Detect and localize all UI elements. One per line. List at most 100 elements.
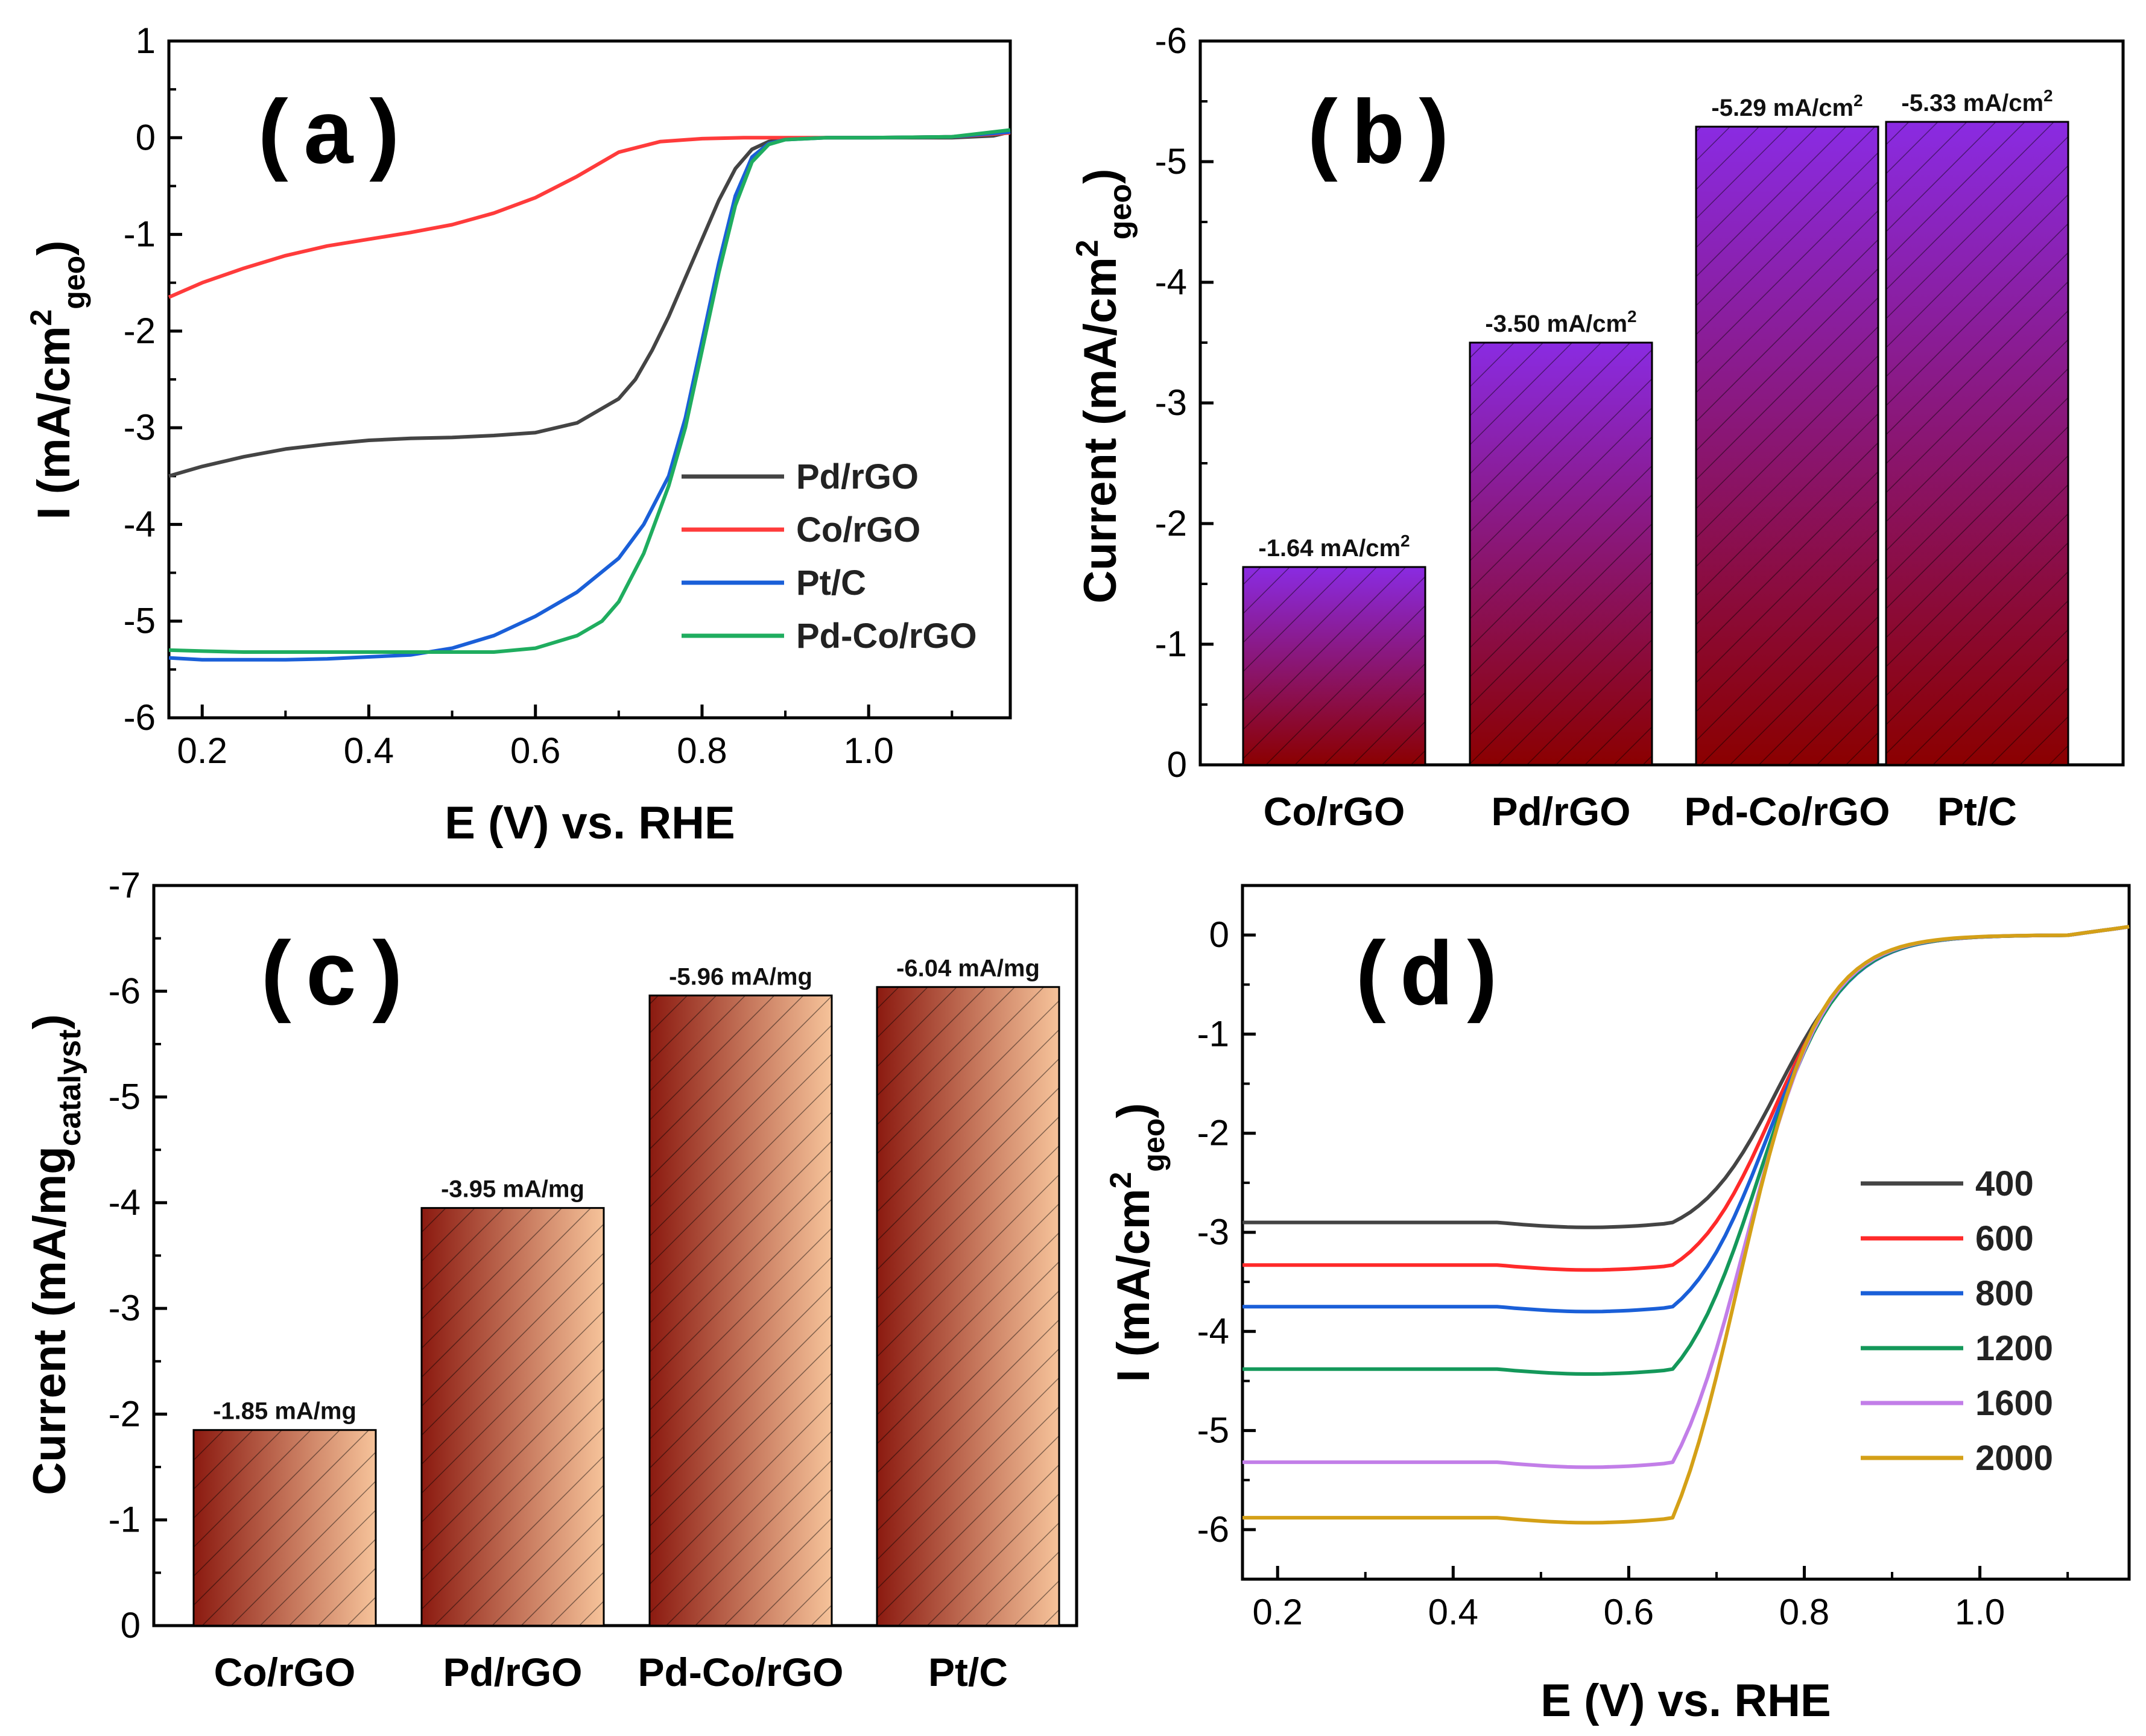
data-label-Co/rGO: -1.85 mA/mg [213, 1398, 356, 1425]
y-tick-label: 1 [136, 21, 156, 61]
svg-text:Current (mA/cm2geo): Current (mA/cm2geo) [1070, 169, 1138, 604]
panel-c-letter: (c) [250, 930, 413, 1032]
panel-b-ylabel: Current (mA/cm2geo) [1070, 169, 1138, 604]
legend-label-400: 400 [1975, 1164, 2034, 1203]
panel-b-bars: Co/rGO -1.64 mA/cm2 Pd/rGO -3.50 mA/cm2 Pd-C… [1242, 86, 2069, 834]
legend-label-1600: 1600 [1975, 1384, 2053, 1423]
panel-a-ylabel-sub: geo [57, 256, 91, 309]
y-tick-label: -6 [109, 971, 141, 1011]
bar-hatch-Co/rGO [1243, 567, 1425, 765]
category-label-Pd/rGO: Pd/rGO [443, 1650, 582, 1694]
x-tick-label: 0.4 [1428, 1592, 1478, 1632]
category-label-Pd-Co/rGO: Pd-Co/rGO [638, 1650, 844, 1694]
data-label-sup: 2 [2043, 86, 2053, 105]
panel-d-letter: (d) [1345, 930, 1508, 1032]
legend-label-Pd-Co/rGO: Pd-Co/rGO [796, 616, 977, 656]
panel-c-ylabel: Current (mA/mgcatalyst) [24, 1014, 87, 1495]
panel-a-ylabel-close: ) [28, 241, 80, 256]
y-tick-label: -6 [1155, 21, 1187, 61]
y-tick-label: -3 [124, 407, 156, 448]
panel-b-letter: (b) [1297, 88, 1460, 191]
y-tick-label: -5 [1197, 1410, 1229, 1451]
x-tick-label: 0.8 [1779, 1592, 1829, 1632]
series-line-Co/rGO [168, 131, 1011, 299]
x-tick-label: 0.6 [1604, 1592, 1654, 1632]
series-line-2000 [1242, 925, 2130, 1525]
y-tick-label: -1 [109, 1500, 141, 1540]
y-tick-label: -5 [124, 601, 156, 641]
y-tick-label: -6 [1197, 1509, 1229, 1550]
bar-hatch-Pt/C [1886, 122, 2068, 765]
bar-hatch-Co/rGO [194, 1430, 376, 1626]
panel-c-ylabel-close: ) [24, 1014, 75, 1029]
panel-d-ylabel-sup: 2 [1104, 1172, 1138, 1189]
category-label-Co/rGO: Co/rGO [214, 1650, 356, 1694]
data-label-sup: 2 [1627, 307, 1637, 326]
data-label-Pt/C: -5.33 mA/cm2 [1901, 86, 2053, 116]
svg-text:Current (mA/mgcatalyst): Current (mA/mgcatalyst) [24, 1014, 87, 1495]
data-label-Co/rGO: -1.64 mA/cm2 [1258, 531, 1410, 562]
y-tick-label: 0 [121, 1605, 141, 1646]
panel-b-ylabel-close: ) [1075, 169, 1126, 184]
category-label-Pt/C: Pt/C [1937, 789, 2017, 834]
svg-text:I (mA/cm2geo): I (mA/cm2geo) [1104, 1103, 1171, 1383]
category-label-Pd-Co/rGO: Pd-Co/rGO [1685, 789, 1890, 834]
panel-a-ticks: 0.2 0.4 0.6 0.8 1.0 1 0 -1 -2 -3 -4 -5 -6 [124, 21, 954, 771]
bar-hatch-Pd-Co/rGO [650, 995, 832, 1626]
y-tick-label: -2 [1197, 1113, 1229, 1153]
series-line-Pd-Co/rGO [168, 128, 1011, 654]
y-tick-label: -4 [1155, 262, 1187, 302]
panel-a-lines [168, 128, 1011, 662]
bar-hatch-Pd/rGO [1470, 343, 1652, 765]
panel-c: 0 -1 -2 -3 -4 -5 -6 -7 Co/rGO -1.85 mA/mg Pd/rGO -… [24, 865, 1078, 1694]
data-label-Pd-Co/rGO: -5.29 mA/cm2 [1711, 91, 1863, 121]
panel-b-ylabel-sub: geo [1103, 184, 1138, 239]
y-tick-label: -2 [124, 311, 156, 351]
panel-c-ylabel-main: Current (mA/mg [24, 1146, 75, 1495]
y-tick-label: -3 [1155, 382, 1187, 423]
svg-text:I (mA/cm2geo): I (mA/cm2geo) [24, 241, 91, 520]
data-label-Pd/rGO: -3.50 mA/cm2 [1485, 307, 1636, 337]
y-tick-label: -6 [124, 697, 156, 738]
series-line-Pt/C [168, 130, 1011, 662]
category-label-Pt/C: Pt/C [928, 1650, 1008, 1694]
category-label-Pd/rGO: Pd/rGO [1491, 789, 1630, 834]
x-tick-label: 0.2 [177, 730, 227, 771]
y-tick-label: -2 [109, 1393, 141, 1434]
y-tick-label: -5 [1155, 141, 1187, 182]
bar-hatch-Pt/C [877, 987, 1059, 1626]
category-label-Co/rGO: Co/rGO [1264, 789, 1405, 834]
y-tick-label: -1 [1197, 1013, 1229, 1054]
panel-b-ticks: 0 -1 -2 -3 -4 -5 -6 [1155, 21, 1979, 785]
legend-label-1200: 1200 [1975, 1329, 2053, 1368]
y-tick-label: -2 [1155, 503, 1187, 543]
y-tick-label: -1 [1155, 624, 1187, 664]
bar-hatch-Pd-Co/rGO [1696, 127, 1878, 765]
legend-label-600: 600 [1975, 1219, 2034, 1258]
data-label-Pt/C: -6.04 mA/mg [896, 955, 1040, 981]
legend-label-800: 800 [1975, 1274, 2034, 1313]
panel-d: 0.2 0.4 0.6 0.8 1.0 0 -1 -2 -3 -4 -5 -6 (d) E (V) v… [1104, 884, 2131, 1726]
legend-label-Pd/rGO: Pd/rGO [796, 457, 919, 496]
panel-c-ticks: 0 -1 -2 -3 -4 -5 -6 -7 [109, 865, 970, 1646]
y-tick-label: -3 [109, 1288, 141, 1328]
panel-c-bars: Co/rGO -1.85 mA/mg Pd/rGO -3.95 mA/mg Pd-Co/… [192, 955, 1060, 1694]
panel-d-legend: 400 600 800 1200 1600 2000 [1861, 1164, 2053, 1478]
y-tick-label: -7 [109, 865, 141, 905]
legend-label-Co/rGO: Co/rGO [796, 510, 920, 550]
legend-label-2000: 2000 [1975, 1439, 2053, 1478]
x-tick-label: 0.2 [1253, 1592, 1303, 1632]
y-tick-label: -5 [109, 1077, 141, 1117]
panel-a-ylabel-sup: 2 [24, 309, 58, 326]
panel-a: 0.2 0.4 0.6 0.8 1.0 1 0 -1 -2 -3 -4 -5 -6 (a) E (V) … [24, 21, 1012, 849]
panel-a-xlabel: E (V) vs. RHE [445, 797, 735, 849]
y-tick-label: 0 [1167, 744, 1187, 785]
panel-a-ylabel: I (mA/cm2geo) [24, 241, 91, 520]
x-tick-label: 1.0 [1955, 1592, 2005, 1632]
legend-label-Pt/C: Pt/C [796, 563, 866, 603]
y-tick-label: -4 [109, 1182, 141, 1223]
panel-d-lines [1242, 925, 2130, 1525]
y-tick-label: 0 [1209, 914, 1229, 955]
x-tick-label: 1.0 [843, 730, 893, 771]
